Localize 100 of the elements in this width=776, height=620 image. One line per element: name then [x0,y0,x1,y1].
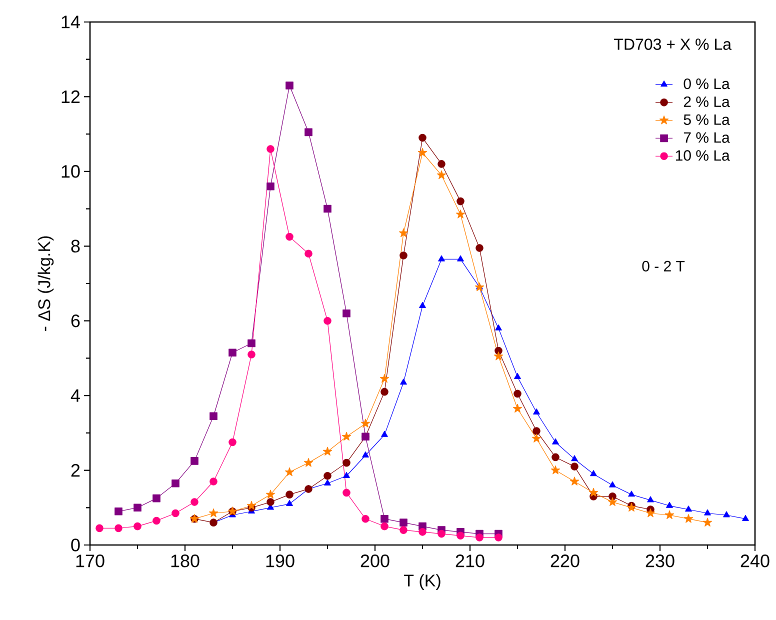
point [571,455,578,462]
point [418,528,426,536]
point [456,197,464,206]
point [666,502,673,508]
point [533,408,540,414]
point [210,412,218,420]
x-tick-label: 240 [740,554,770,568]
y-tick-label: 0 [71,538,80,552]
point [304,250,312,258]
point [438,160,446,168]
point [628,490,635,497]
y-tick-label: 4 [70,389,80,402]
point [684,514,694,523]
point [456,210,466,218]
x-tick-label: 230 [646,554,674,568]
point [190,457,198,465]
point [362,514,370,523]
point [647,496,654,502]
point [362,451,369,458]
point [286,82,294,90]
point [342,458,350,467]
y-tick-label: 14 [62,16,80,28]
point [532,434,542,442]
point [456,532,464,540]
y-tick-label: 12 [62,90,80,103]
point [210,478,218,486]
point [590,470,597,476]
point [419,302,426,308]
point [570,462,578,470]
point [400,518,408,526]
point [588,488,598,497]
point [532,427,540,435]
point [438,255,445,262]
point [286,490,294,498]
point [685,506,692,512]
point [324,472,332,480]
legend-label: 7 % La [684,132,730,143]
point [609,481,616,488]
point [284,467,294,476]
point [304,128,312,136]
point [246,500,256,510]
point [476,244,484,252]
point [228,348,236,357]
point [96,524,104,532]
y-tick-label: 8 [71,240,80,253]
point [114,507,122,516]
x-axis-title: T (K) [404,574,440,590]
point [514,390,522,398]
legend-label: 5 % La [684,114,730,125]
point [152,516,160,525]
point [172,509,180,518]
point [380,388,388,396]
point [400,378,407,385]
point [418,134,426,142]
annotation: 0 - 2 T [642,260,685,272]
point [248,350,256,358]
point [436,170,446,180]
point [608,497,618,506]
legend-label: 10 % La [676,150,730,161]
point [418,148,428,157]
point [343,472,350,478]
y-tick-label: 2 [71,464,80,477]
point [324,316,332,325]
point [514,372,521,379]
point [114,524,122,532]
point [208,508,218,518]
point [266,498,274,506]
point [286,232,294,241]
point [457,255,464,262]
point [550,465,560,474]
point [342,488,350,497]
point [664,510,674,520]
x-tick-label: 210 [456,554,484,568]
x-tick-label: 170 [76,554,104,568]
point [322,446,332,456]
point [494,534,502,542]
point [228,438,236,446]
point [248,339,256,348]
point [646,508,656,518]
y-axis-title: - ΔS (J/kg.K) [38,236,54,331]
point [723,511,730,518]
point [324,479,331,486]
point [438,530,446,538]
x-tick-label: 180 [171,554,200,568]
point [172,479,180,488]
point [570,476,580,486]
y-tick-label: 10 [62,165,80,178]
legend-title: TD703 + X % La [614,38,732,50]
point [304,458,314,467]
point [134,504,142,512]
point [552,453,560,462]
point [494,352,504,360]
point [380,374,390,383]
point [152,494,160,502]
point [286,500,293,506]
y-tick-label: 6 [71,314,80,328]
point [400,252,408,260]
point [342,432,352,441]
legend-label: 0 % La [684,78,730,90]
point [380,522,388,530]
